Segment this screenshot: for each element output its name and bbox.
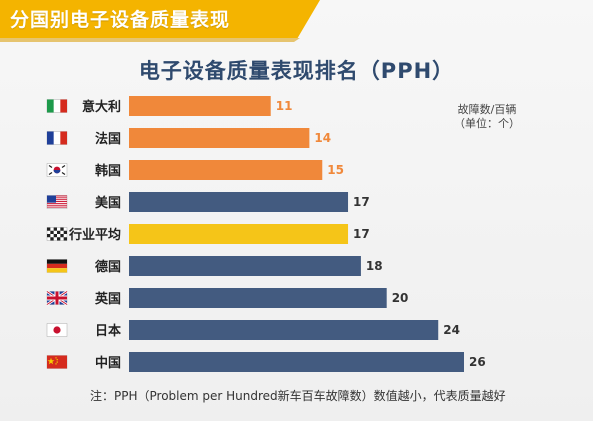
header-banner-shadow [0,38,300,42]
checkered-flag-icon [46,227,68,241]
bar [129,352,464,372]
bar [129,320,439,340]
value-label: 15 [327,163,344,177]
value-label: 17 [353,195,370,209]
chart-title: 电子设备质量表现排名（PPH） [138,59,455,83]
korea-flag-icon [46,163,68,177]
italy-flag-icon [46,99,68,113]
uk-flag-icon [46,290,68,306]
bar [129,256,361,276]
bar [129,160,323,180]
bar [129,192,349,212]
category-label: 韩国 [95,163,121,179]
category-label: 英国 [94,291,121,307]
bar [129,224,349,244]
value-label: 17 [353,227,370,241]
bar [129,128,310,148]
value-label: 18 [366,259,383,273]
china-flag-icon [46,355,68,369]
category-label: 法国 [95,131,121,147]
unit-note-line-1: 故障数/百辆 [457,103,517,116]
value-label: 20 [392,291,409,305]
category-label: 行业平均 [68,227,121,243]
value-label: 26 [469,355,486,369]
footnote: 注：PPH（Problem per Hundred新车百车故障数）数值越小，代表… [90,389,506,403]
header-banner [0,0,320,38]
category-label: 德国 [95,259,121,275]
germany-flag-icon [46,259,68,273]
unit-note-line-2: （单位：个） [454,117,520,130]
bar [129,96,271,116]
bar [129,288,387,308]
header-title: 分国别电子设备质量表现 [10,9,231,31]
category-label: 美国 [95,195,121,211]
value-label: 11 [276,99,293,113]
header: 分国别电子设备质量表现 [0,0,593,42]
category-label: 中国 [95,355,121,371]
france-flag-icon [46,131,68,145]
category-label: 意大利 [82,99,121,115]
category-label: 日本 [95,323,121,339]
unit-note: 故障数/百辆 （单位：个） [442,103,532,131]
value-label: 24 [443,323,460,337]
japan-flag-icon [46,323,68,337]
value-label: 14 [314,131,331,145]
usa-flag-icon [46,195,68,209]
